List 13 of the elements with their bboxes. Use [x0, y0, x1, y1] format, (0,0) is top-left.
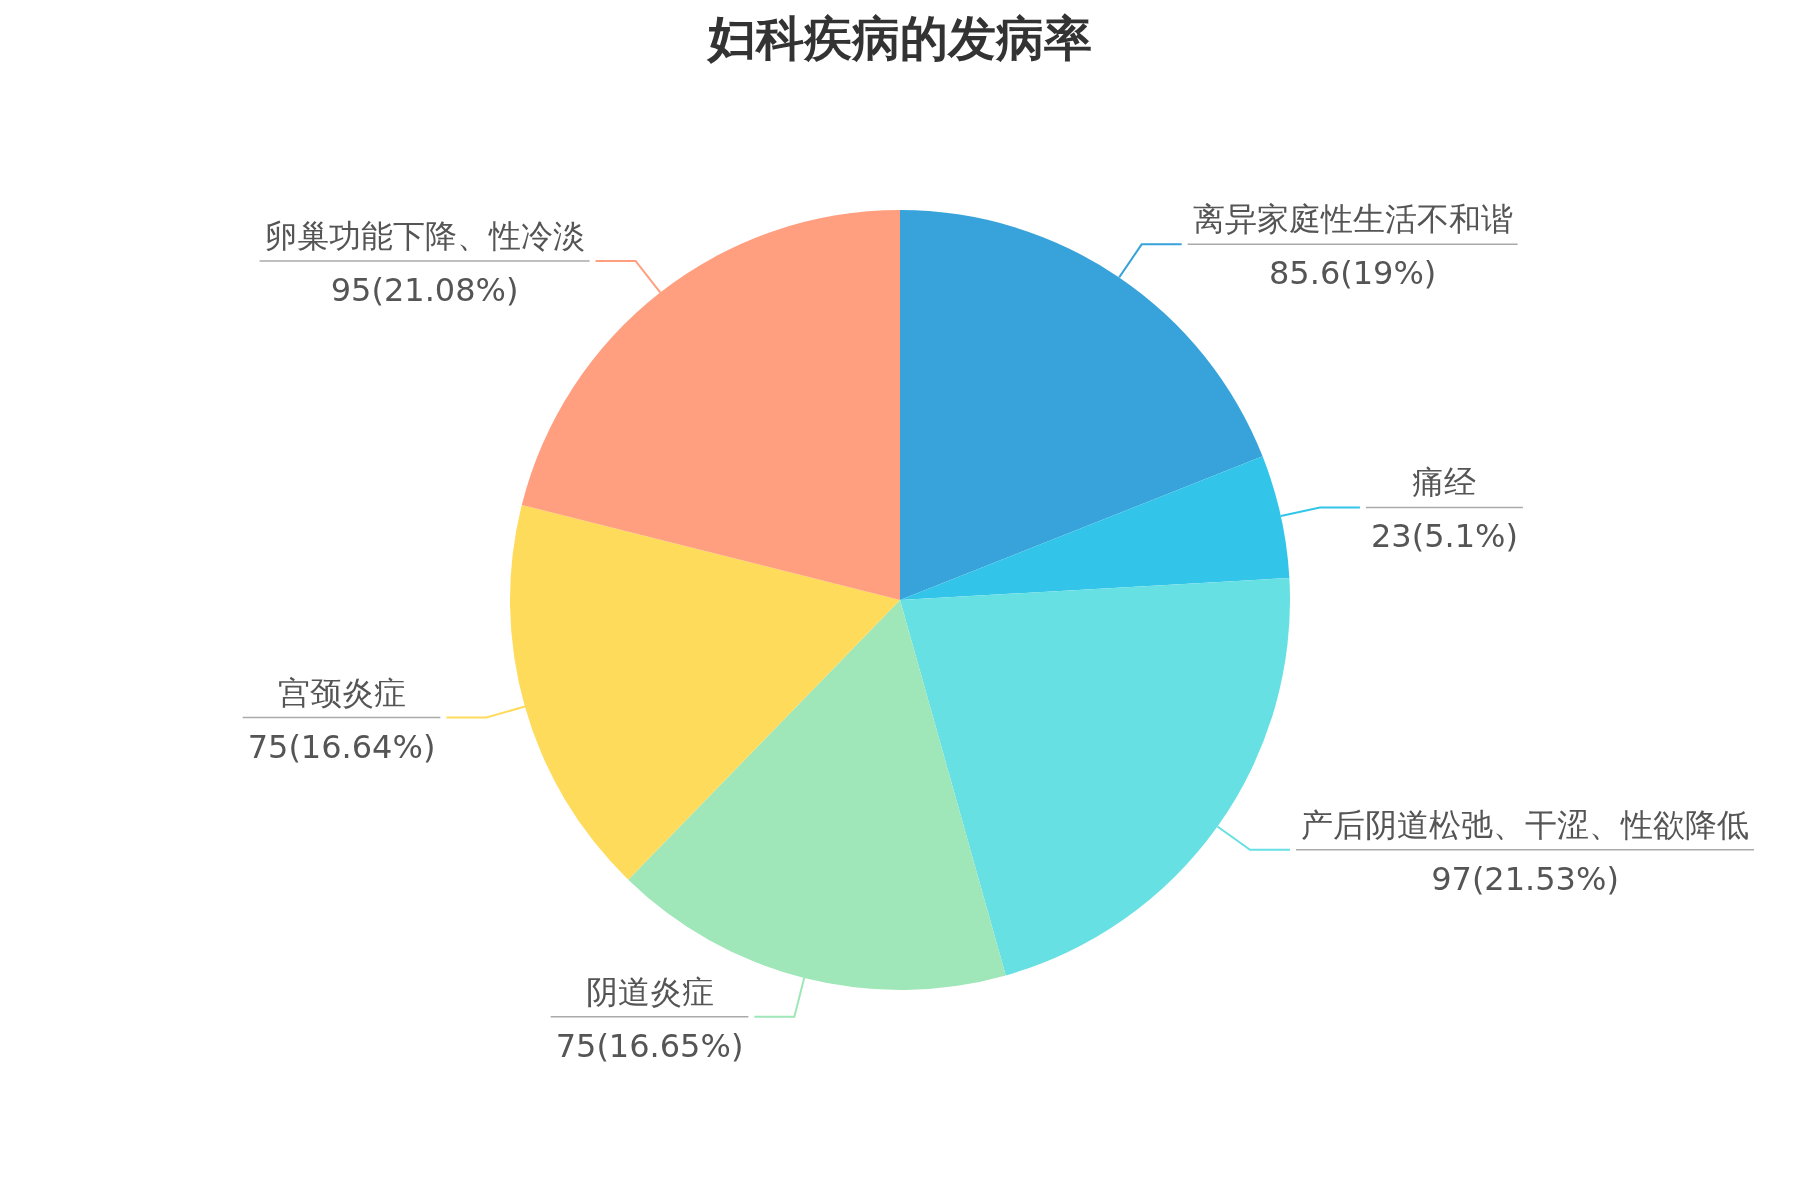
chart-title: 妇科疾病的发病率 — [706, 10, 1092, 66]
slice-label: 痛经 — [1412, 463, 1477, 502]
data-label: 85.6(19%) — [1268, 254, 1437, 293]
slice-label: 卵巢功能下降、性冷淡 — [264, 216, 585, 255]
data-label: 97(21.53%) — [1431, 859, 1619, 898]
slice-label: 宫颈炎症 — [277, 673, 406, 712]
slice-label: 产后阴道松弛、干涩、性欲降低 — [1301, 805, 1750, 844]
slice-label: 离异家庭性生活不和谐 — [1192, 200, 1513, 239]
slice-label: 阴道炎症 — [585, 972, 714, 1011]
data-label: 75(16.64%) — [247, 727, 436, 766]
data-label: 95(21.08%) — [330, 270, 519, 309]
data-label: 23(5.1%) — [1370, 517, 1518, 556]
data-label: 75(16.65%) — [555, 1026, 744, 1065]
